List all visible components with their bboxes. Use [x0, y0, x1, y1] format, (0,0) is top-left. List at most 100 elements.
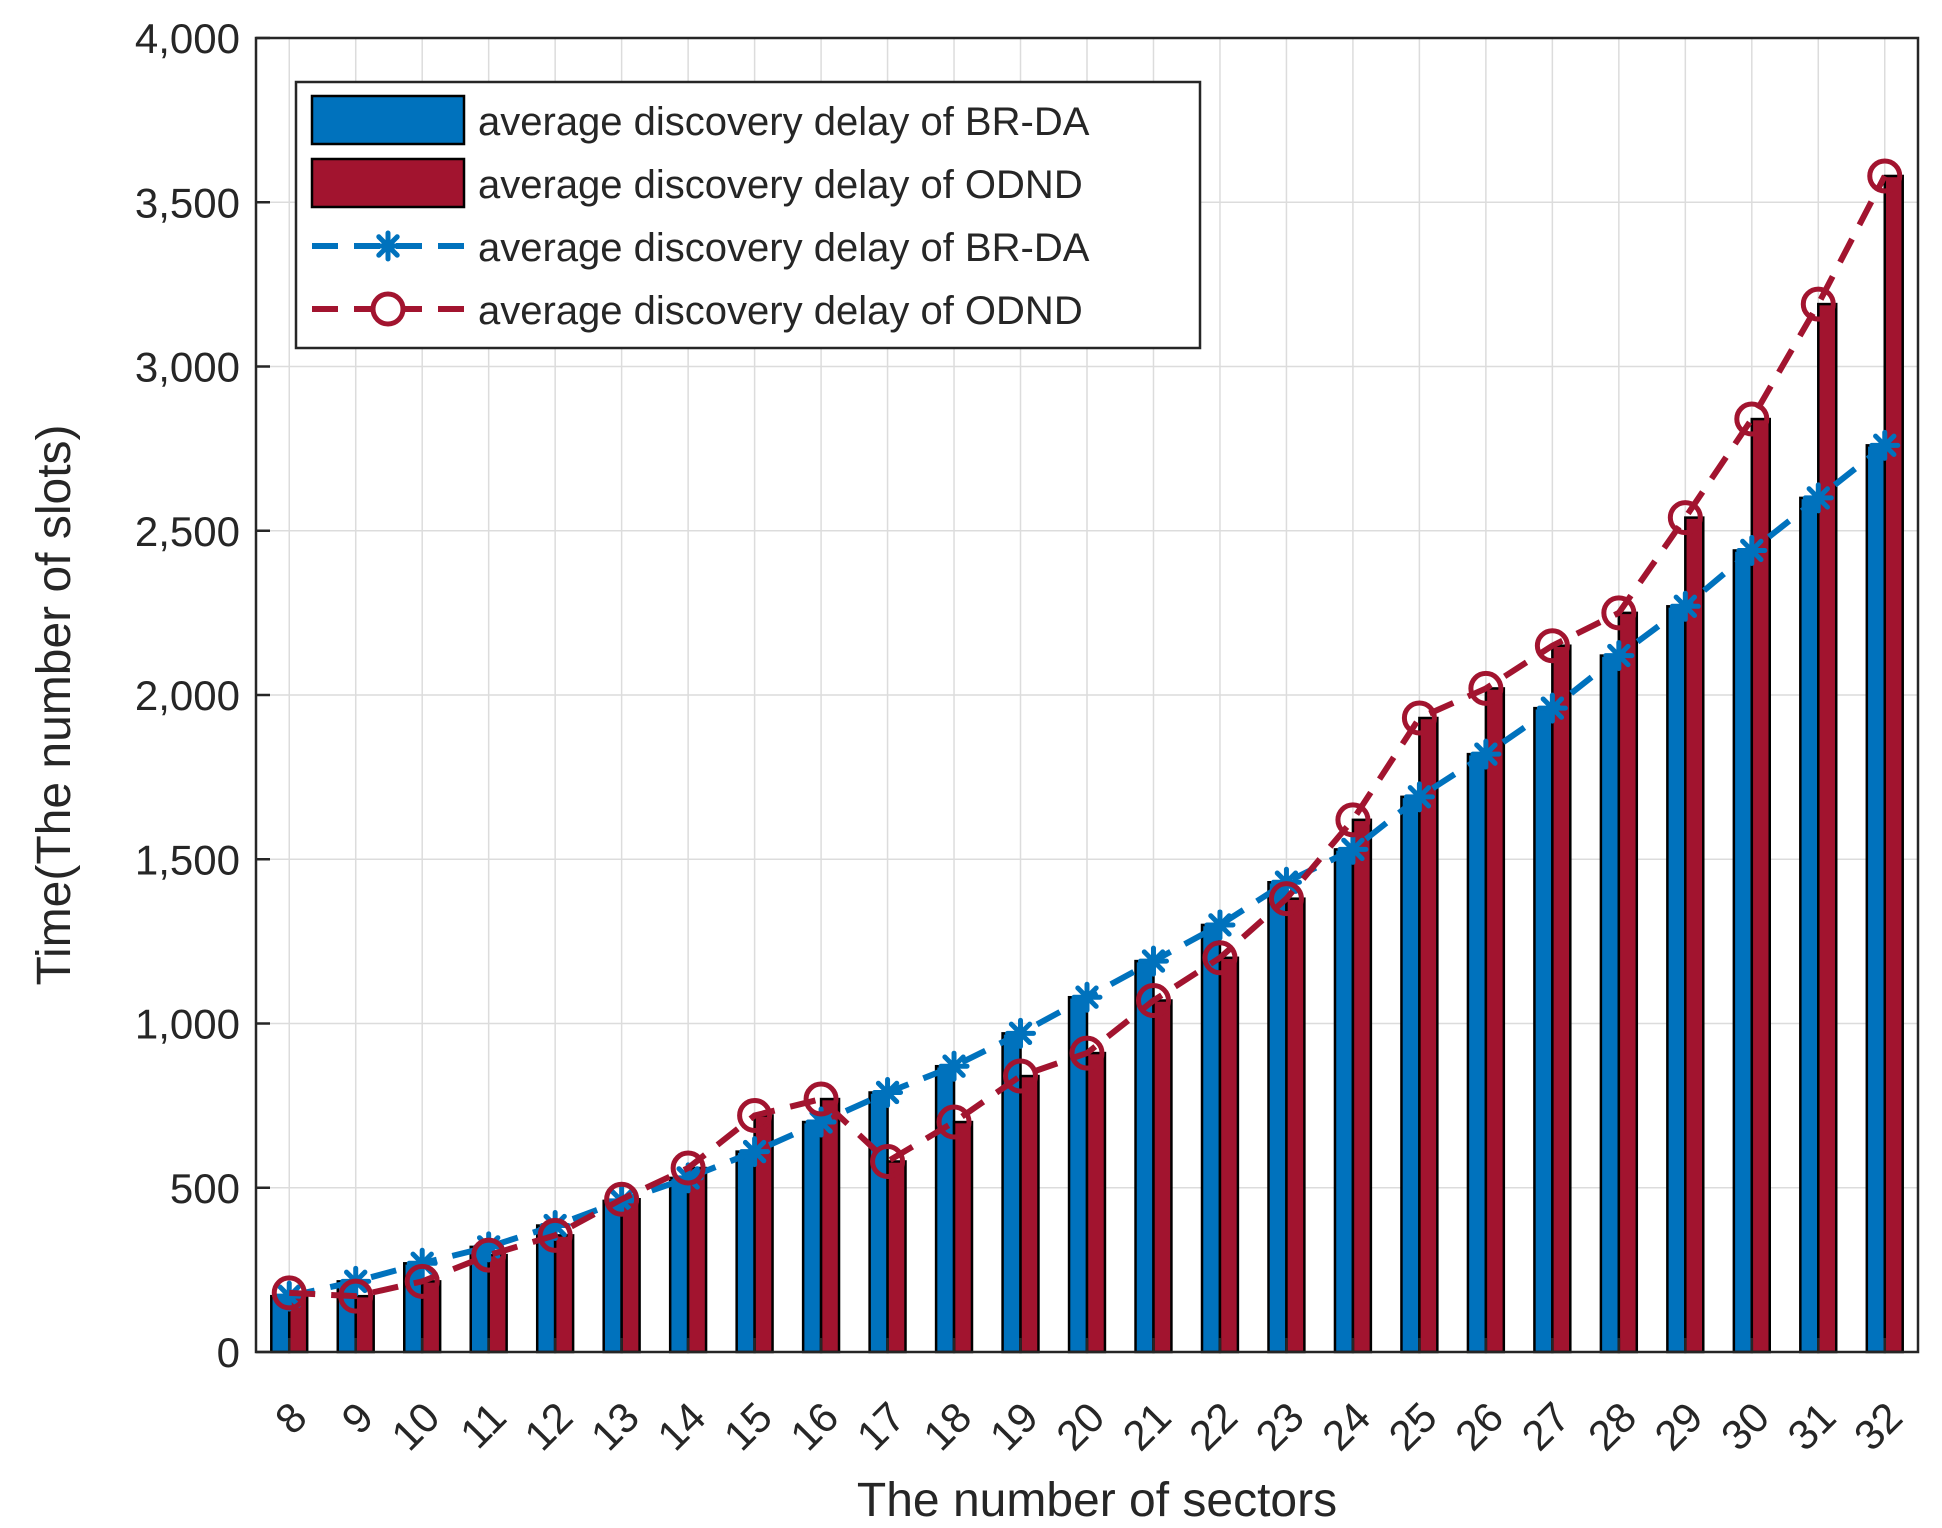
bar-odnd-16: [819, 1097, 841, 1354]
marker-odnd-32: [1867, 158, 1903, 194]
y-tick-label-3500: 3,500: [135, 179, 240, 226]
marker-odnd-9: [338, 1278, 374, 1314]
bar-odnd-25: [1418, 716, 1439, 1354]
marker-odnd-12: [537, 1217, 573, 1253]
marker-odnd-11: [471, 1237, 507, 1273]
marker-odnd-19: [1003, 1058, 1039, 1094]
bar-brda-16: [801, 1120, 823, 1354]
legend: average discovery delay of BR-DA average …: [294, 80, 1202, 350]
legend-item-line-odnd: average discovery delay of ODND: [312, 289, 1083, 333]
y-axis-ticks: 0 500 1,000 1,500 2,000 2,500 3,000 3,500 4,000: [135, 15, 270, 1376]
marker-odnd-30: [1734, 401, 1770, 437]
y-tick-label-4000: 4,000: [135, 15, 240, 62]
marker-odnd-16: [803, 1081, 839, 1117]
bar-brda-26: [1466, 752, 1488, 1354]
marker-brda-21: [1137, 945, 1169, 977]
marker-odnd-25: [1401, 700, 1437, 736]
bar-brda-23: [1267, 880, 1288, 1354]
bar-odnd-21: [1152, 999, 1173, 1354]
bar-odnd-24: [1351, 818, 1373, 1354]
bar-brda-22: [1200, 923, 1222, 1354]
bar-brda-25: [1400, 795, 1421, 1354]
y-axis-label: Time(The number of slots): [28, 424, 81, 985]
bar-odnd-18: [952, 1120, 974, 1354]
legend-item-bar-brda: average discovery delay of BR-DA: [310, 94, 1090, 146]
bar-brda-27: [1533, 706, 1554, 1354]
marker-odnd-22: [1202, 940, 1238, 976]
marker-odnd-15: [737, 1097, 773, 1133]
marker-odnd-24: [1335, 802, 1371, 838]
marker-brda-8: [273, 1280, 305, 1312]
marker-odnd-20: [1069, 1035, 1105, 1071]
bar-odnd-20: [1085, 1051, 1107, 1354]
marker-odnd-10: [404, 1263, 440, 1299]
bar-odnd-19: [1019, 1074, 1040, 1354]
bar-odnd-23: [1285, 897, 1306, 1354]
y-tick-label-2000: 2,000: [135, 672, 240, 719]
bar-odnd-28: [1617, 611, 1639, 1354]
marker-odnd-26: [1468, 670, 1504, 706]
bar-odnd-13: [620, 1197, 641, 1354]
bar-odnd-27: [1551, 644, 1572, 1354]
marker-odnd-18: [936, 1104, 972, 1140]
bar-odnd-12: [553, 1234, 575, 1354]
marker-brda-30: [1736, 534, 1768, 566]
legend-swatch-bar-brda: [310, 94, 466, 146]
bar-brda-17: [868, 1091, 889, 1354]
marker-brda-28: [1603, 640, 1635, 672]
legend-label-line-brda: average discovery delay of BR-DA: [478, 226, 1090, 270]
marker-odnd-14: [670, 1150, 706, 1186]
bar-odnd-29: [1684, 516, 1705, 1354]
bar-odnd-26: [1484, 687, 1506, 1354]
legend-item-bar-odnd: average discovery delay of ODND: [310, 157, 1083, 209]
marker-odnd-23: [1268, 881, 1304, 917]
marker-brda-26: [1470, 738, 1502, 770]
bar-odnd-31: [1817, 302, 1838, 1354]
y-tick-label-1500: 1,500: [135, 836, 240, 883]
legend-label-bar-brda: average discovery delay of BR-DA: [478, 100, 1090, 144]
marker-brda-29: [1669, 590, 1701, 622]
marker-brda-22: [1204, 909, 1236, 941]
y-tick-label-1000: 1,000: [135, 1001, 240, 1048]
bar-odnd-32: [1883, 174, 1904, 1354]
bar-brda-28: [1599, 654, 1621, 1354]
bar-brda-29: [1666, 605, 1687, 1354]
legend-label-bar-odnd: average discovery delay of ODND: [478, 163, 1083, 207]
legend-swatch-bar-odnd: [310, 157, 466, 209]
marker-odnd-21: [1135, 983, 1171, 1019]
marker-brda-20: [1071, 981, 1103, 1013]
marker-odnd-29: [1667, 500, 1703, 536]
bar-brda-21: [1134, 959, 1155, 1354]
bar-brda-31: [1799, 496, 1820, 1354]
bar-brda-15: [735, 1150, 756, 1354]
marker-odnd-17: [870, 1143, 906, 1179]
x-axis-label: The number of sectors: [857, 1474, 1337, 1527]
marker-brda-15: [739, 1136, 771, 1168]
y-tick-label-2500: 2,500: [135, 508, 240, 555]
marker-odnd-31: [1800, 286, 1836, 322]
bar-odnd-14: [686, 1166, 708, 1354]
bar-brda-30: [1732, 549, 1754, 1354]
legend-marker-line-odnd: [370, 291, 406, 327]
marker-odnd-13: [604, 1181, 640, 1217]
marker-brda-27: [1536, 692, 1568, 724]
bar-odnd-17: [886, 1160, 907, 1354]
marker-brda-31: [1802, 482, 1834, 514]
bar-brda-14: [668, 1176, 690, 1354]
bar-brda-32: [1865, 444, 1887, 1354]
marker-brda-19: [1005, 1017, 1037, 1049]
marker-brda-25: [1403, 781, 1435, 813]
y-tick-label-0: 0: [217, 1329, 240, 1376]
legend-marker-line-brda: [372, 230, 404, 262]
bar-odnd-22: [1218, 956, 1240, 1354]
marker-odnd-8: [271, 1275, 307, 1311]
marker-brda-18: [938, 1050, 970, 1082]
line-odnd: [289, 174, 1888, 1300]
marker-brda-32: [1869, 429, 1901, 461]
marker-brda-24: [1337, 833, 1369, 865]
marker-odnd-27: [1534, 628, 1570, 664]
marker-odnd-28: [1601, 595, 1637, 631]
y-tick-label-500: 500: [170, 1165, 240, 1212]
bar-brda-24: [1333, 848, 1355, 1354]
